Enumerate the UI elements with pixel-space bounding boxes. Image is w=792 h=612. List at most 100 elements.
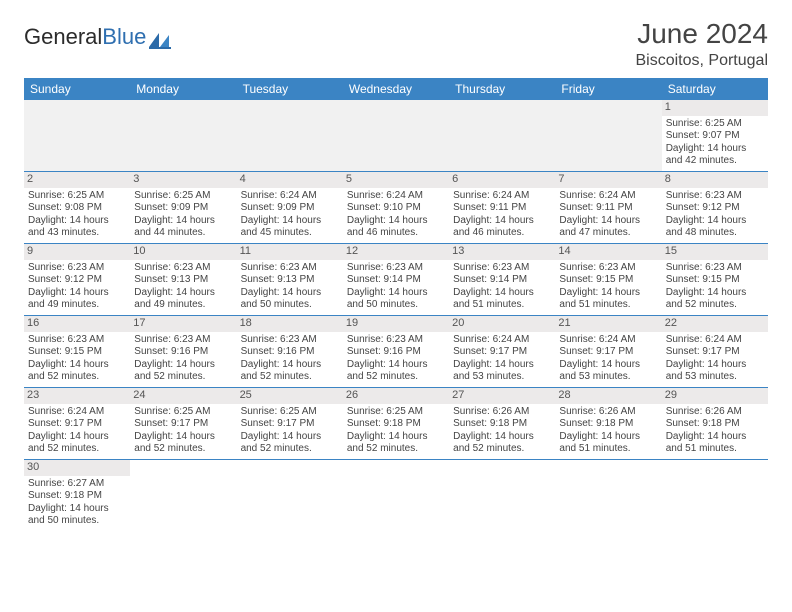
daylight-text: Daylight: 14 hours and 51 minutes. xyxy=(666,431,764,456)
calendar-cell: 6Sunrise: 6:24 AMSunset: 9:11 PMDaylight… xyxy=(449,172,555,244)
sunrise-text: Sunrise: 6:23 AM xyxy=(347,262,445,275)
daylight-text: Daylight: 14 hours and 48 minutes. xyxy=(666,215,764,240)
sunrise-text: Sunrise: 6:25 AM xyxy=(666,118,764,131)
daylight-text: Daylight: 14 hours and 51 minutes. xyxy=(559,431,657,456)
daylight-text: Daylight: 14 hours and 50 minutes. xyxy=(28,503,126,528)
sunrise-text: Sunrise: 6:24 AM xyxy=(241,190,339,203)
title-block: June 2024 Biscoitos, Portugal xyxy=(635,18,768,70)
sunset-text: Sunset: 9:17 PM xyxy=(28,418,126,431)
calendar-cell: 7Sunrise: 6:24 AMSunset: 9:11 PMDaylight… xyxy=(555,172,661,244)
sunrise-text: Sunrise: 6:24 AM xyxy=(559,190,657,203)
calendar-cell xyxy=(343,100,449,172)
daylight-text: Daylight: 14 hours and 52 minutes. xyxy=(28,359,126,384)
calendar-cell: 24Sunrise: 6:25 AMSunset: 9:17 PMDayligh… xyxy=(130,388,236,460)
calendar-cell: 16Sunrise: 6:23 AMSunset: 9:15 PMDayligh… xyxy=(24,316,130,388)
day-header-cell: Friday xyxy=(555,78,661,100)
calendar-cell: 2Sunrise: 6:25 AMSunset: 9:08 PMDaylight… xyxy=(24,172,130,244)
daylight-text: Daylight: 14 hours and 46 minutes. xyxy=(347,215,445,240)
calendar-cell: 29 Sunrise: 6:26 AMSunset: 9:18 PMDayligh… xyxy=(662,388,768,460)
calendar-cell: 26Sunrise: 6:25 AMSunset: 9:18 PMDayligh… xyxy=(343,388,449,460)
daylight-text: Daylight: 14 hours and 53 minutes. xyxy=(666,359,764,384)
day-number: 28 xyxy=(555,388,661,404)
day-number: 16 xyxy=(24,316,130,332)
daylight-text: Daylight: 14 hours and 52 minutes. xyxy=(347,431,445,456)
day-number: 19 xyxy=(343,316,449,332)
calendar-body: 1Sunrise: 6:25 AMSunset: 9:07 PMDaylight… xyxy=(24,100,768,532)
calendar-cell: 13Sunrise: 6:23 AMSunset: 9:14 PMDayligh… xyxy=(449,244,555,316)
sunset-text: Sunset: 9:11 PM xyxy=(559,202,657,215)
sunset-text: Sunset: 9:18 PM xyxy=(453,418,551,431)
calendar-cell: 21Sunrise: 6:24 AMSunset: 9:17 PMDayligh… xyxy=(555,316,661,388)
daylight-text: Daylight: 14 hours and 50 minutes. xyxy=(241,287,339,312)
calendar-cell xyxy=(343,460,449,532)
calendar-cell: 8Sunrise: 6:23 AMSunset: 9:12 PMDaylight… xyxy=(662,172,768,244)
day-number: 20 xyxy=(449,316,555,332)
calendar-cell: 11Sunrise: 6:23 AMSunset: 9:13 PMDayligh… xyxy=(237,244,343,316)
daylight-text: Daylight: 14 hours and 43 minutes. xyxy=(28,215,126,240)
daylight-text: Daylight: 14 hours and 49 minutes. xyxy=(28,287,126,312)
day-number: 3 xyxy=(130,172,236,188)
sunset-text: Sunset: 9:08 PM xyxy=(28,202,126,215)
calendar-cell: 15Sunrise: 6:23 AMSunset: 9:15 PMDayligh… xyxy=(662,244,768,316)
day-number: 12 xyxy=(343,244,449,260)
day-number: 22 xyxy=(662,316,768,332)
sunrise-text: Sunrise: 6:23 AM xyxy=(666,262,764,275)
sunrise-text: Sunrise: 6:26 AM xyxy=(666,406,764,419)
day-number: 21 xyxy=(555,316,661,332)
calendar-cell: 1Sunrise: 6:25 AMSunset: 9:07 PMDaylight… xyxy=(662,100,768,172)
sunrise-text: Sunrise: 6:23 AM xyxy=(453,262,551,275)
day-number: 11 xyxy=(237,244,343,260)
sunset-text: Sunset: 9:09 PM xyxy=(241,202,339,215)
day-number: 29 xyxy=(662,388,768,404)
sunset-text: Sunset: 9:11 PM xyxy=(453,202,551,215)
sunset-text: Sunset: 9:10 PM xyxy=(347,202,445,215)
sunset-text: Sunset: 9:18 PM xyxy=(666,418,764,431)
sunrise-text: Sunrise: 6:25 AM xyxy=(28,190,126,203)
daylight-text: Daylight: 14 hours and 52 minutes. xyxy=(347,359,445,384)
brand-part1: General xyxy=(24,24,102,50)
calendar-cell xyxy=(555,460,661,532)
daylight-text: Daylight: 14 hours and 46 minutes. xyxy=(453,215,551,240)
day-number: 4 xyxy=(237,172,343,188)
sunset-text: Sunset: 9:16 PM xyxy=(347,346,445,359)
calendar-cell xyxy=(555,100,661,172)
sunset-text: Sunset: 9:14 PM xyxy=(347,274,445,287)
calendar-cell: 9Sunrise: 6:23 AMSunset: 9:12 PMDaylight… xyxy=(24,244,130,316)
day-number: 26 xyxy=(343,388,449,404)
day-number: 23 xyxy=(24,388,130,404)
calendar-cell xyxy=(237,460,343,532)
calendar-cell: 19Sunrise: 6:23 AMSunset: 9:16 PMDayligh… xyxy=(343,316,449,388)
day-number: 10 xyxy=(130,244,236,260)
month-title: June 2024 xyxy=(635,18,768,50)
calendar-cell: 28Sunrise: 6:26 AMSunset: 9:18 PMDayligh… xyxy=(555,388,661,460)
sunrise-text: Sunrise: 6:27 AM xyxy=(28,478,126,491)
calendar-week: 16Sunrise: 6:23 AMSunset: 9:15 PMDayligh… xyxy=(24,316,768,388)
sunset-text: Sunset: 9:15 PM xyxy=(559,274,657,287)
daylight-text: Daylight: 14 hours and 52 minutes. xyxy=(28,431,126,456)
calendar-cell xyxy=(662,460,768,532)
daylight-text: Daylight: 14 hours and 42 minutes. xyxy=(666,143,764,168)
sunrise-text: Sunrise: 6:26 AM xyxy=(559,406,657,419)
sunset-text: Sunset: 9:12 PM xyxy=(28,274,126,287)
calendar-cell: 10Sunrise: 6:23 AMSunset: 9:13 PMDayligh… xyxy=(130,244,236,316)
sunset-text: Sunset: 9:13 PM xyxy=(241,274,339,287)
sunset-text: Sunset: 9:14 PM xyxy=(453,274,551,287)
sunset-text: Sunset: 9:09 PM xyxy=(134,202,232,215)
sunset-text: Sunset: 9:17 PM xyxy=(241,418,339,431)
calendar-cell: 14Sunrise: 6:23 AMSunset: 9:15 PMDayligh… xyxy=(555,244,661,316)
sunrise-text: Sunrise: 6:24 AM xyxy=(453,334,551,347)
daylight-text: Daylight: 14 hours and 52 minutes. xyxy=(241,359,339,384)
day-number: 5 xyxy=(343,172,449,188)
sunrise-text: Sunrise: 6:24 AM xyxy=(559,334,657,347)
sunset-text: Sunset: 9:18 PM xyxy=(28,490,126,503)
day-number: 1 xyxy=(662,100,768,116)
calendar-cell xyxy=(449,460,555,532)
sunrise-text: Sunrise: 6:25 AM xyxy=(134,190,232,203)
calendar-cell: 18Sunrise: 6:23 AMSunset: 9:16 PMDayligh… xyxy=(237,316,343,388)
day-header-cell: Monday xyxy=(130,78,236,100)
day-number: 15 xyxy=(662,244,768,260)
sunset-text: Sunset: 9:15 PM xyxy=(28,346,126,359)
daylight-text: Daylight: 14 hours and 44 minutes. xyxy=(134,215,232,240)
daylight-text: Daylight: 14 hours and 53 minutes. xyxy=(453,359,551,384)
sunrise-text: Sunrise: 6:25 AM xyxy=(241,406,339,419)
